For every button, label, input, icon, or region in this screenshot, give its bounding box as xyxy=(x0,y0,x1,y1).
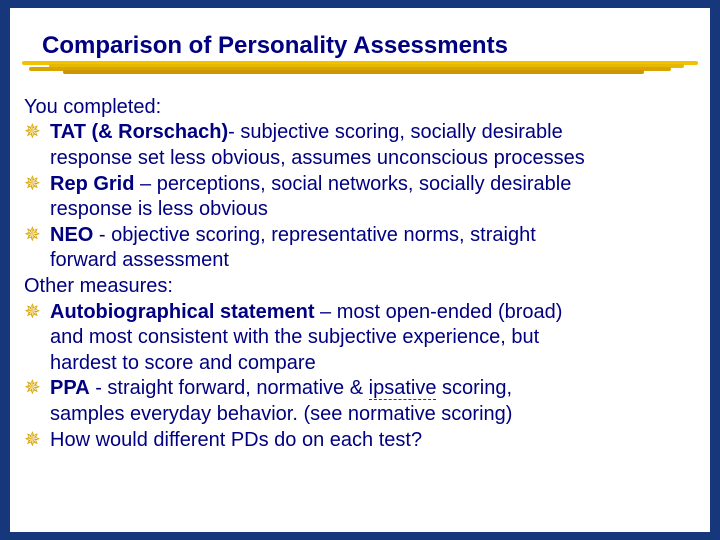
bullet-item: ✵ PPA - straight forward, normative & ip… xyxy=(24,376,696,402)
bullet-icon: ✵ xyxy=(24,300,50,326)
bullet-rest: scoring, xyxy=(436,377,512,399)
bullet-rest: - subjective scoring, socially desirable xyxy=(228,121,563,143)
bullet-rest: – perceptions, social networks, socially… xyxy=(134,173,571,195)
bullet-icon: ✵ xyxy=(24,223,50,249)
bullet-icon: ✵ xyxy=(24,428,50,454)
slide: Comparison of Personality Assessments Yo… xyxy=(0,0,720,540)
slide-title: Comparison of Personality Assessments xyxy=(42,32,678,61)
bullet-rest: - objective scoring, representative norm… xyxy=(93,224,535,246)
title-block: Comparison of Personality Assessments xyxy=(24,32,696,61)
bullet-text: Rep Grid – perceptions, social networks,… xyxy=(50,172,696,198)
bullet-lead: PPA xyxy=(50,377,90,399)
bullet-text: How would different PDs do on each test? xyxy=(50,428,696,454)
bullet-continuation: forward assessment xyxy=(24,248,696,274)
bullet-continuation: hardest to score and compare xyxy=(24,351,696,377)
bullet-item: ✵ NEO - objective scoring, representativ… xyxy=(24,223,696,249)
bullet-text: PPA - straight forward, normative & ipsa… xyxy=(50,376,696,402)
bullet-icon: ✵ xyxy=(24,376,50,402)
bullet-lead: TAT (& Rorschach) xyxy=(50,121,228,143)
bullet-icon: ✵ xyxy=(24,120,50,146)
bullet-item: ✵ How would different PDs do on each tes… xyxy=(24,428,696,454)
ipsative-term: ipsative xyxy=(369,377,437,400)
bullet-item: ✵ TAT (& Rorschach)- subjective scoring,… xyxy=(24,120,696,146)
bullet-lead: NEO xyxy=(50,224,93,246)
bullet-continuation: response set less obvious, assumes uncon… xyxy=(24,146,696,172)
bullet-text: NEO - objective scoring, representative … xyxy=(50,223,696,249)
bullet-text: Autobiographical statement – most open-e… xyxy=(50,300,696,326)
slide-panel: Comparison of Personality Assessments Yo… xyxy=(10,8,710,532)
bullet-continuation: and most consistent with the subjective … xyxy=(24,325,696,351)
bullet-item: ✵ Autobiographical statement – most open… xyxy=(24,300,696,326)
section-heading: Other measures: xyxy=(24,274,696,300)
title-underline xyxy=(22,59,698,75)
bullet-text: TAT (& Rorschach)- subjective scoring, s… xyxy=(50,120,696,146)
bullet-continuation: samples everyday behavior. (see normativ… xyxy=(24,402,696,428)
bullet-rest: – most open-ended (broad) xyxy=(314,301,562,323)
bullet-rest: - straight forward, normative & xyxy=(90,377,369,399)
bullet-lead: Rep Grid xyxy=(50,173,134,195)
bullet-item: ✵ Rep Grid – perceptions, social network… xyxy=(24,172,696,198)
bullet-icon: ✵ xyxy=(24,172,50,198)
bullet-lead: Autobiographical statement xyxy=(50,301,314,323)
section-heading: You completed: xyxy=(24,95,696,121)
slide-body: You completed: ✵ TAT (& Rorschach)- subj… xyxy=(24,95,696,453)
bullet-continuation: response is less obvious xyxy=(24,197,696,223)
